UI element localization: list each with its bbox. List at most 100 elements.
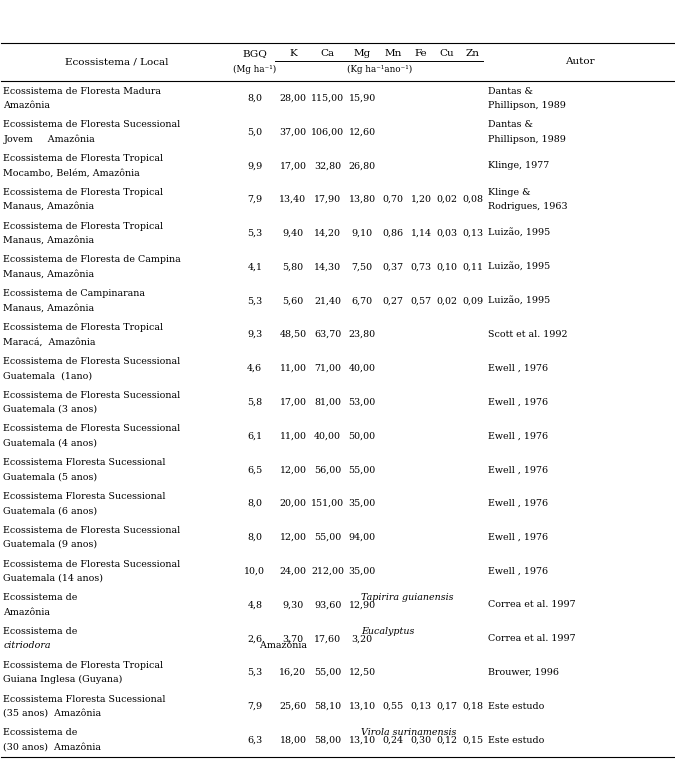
Text: Correa et al. 1997: Correa et al. 1997: [488, 601, 576, 609]
Text: 0,12: 0,12: [436, 735, 458, 745]
Text: 0,86: 0,86: [382, 229, 404, 238]
Text: 0,15: 0,15: [462, 735, 483, 745]
Text: BGQ: BGQ: [242, 49, 267, 58]
Text: Manaus, Amazônia: Manaus, Amazônia: [3, 236, 94, 245]
Text: Rodrigues, 1963: Rodrigues, 1963: [488, 202, 568, 211]
Text: 1,20: 1,20: [410, 195, 432, 204]
Text: 26,80: 26,80: [348, 161, 376, 170]
Text: 16,20: 16,20: [279, 668, 306, 677]
Text: 4,8: 4,8: [247, 601, 263, 609]
Text: Amazônia: Amazônia: [3, 101, 51, 110]
Text: Luizão, 1995: Luizão, 1995: [488, 229, 550, 238]
Text: 5,60: 5,60: [282, 296, 304, 306]
Text: Dantas &: Dantas &: [488, 120, 533, 129]
Text: 24,00: 24,00: [279, 567, 306, 576]
Text: 13,10: 13,10: [348, 735, 376, 745]
Text: 11,00: 11,00: [279, 364, 306, 373]
Text: 9,10: 9,10: [352, 229, 373, 238]
Text: 13,40: 13,40: [279, 195, 306, 204]
Text: Guatemala (9 anos): Guatemala (9 anos): [3, 540, 97, 549]
Text: 17,90: 17,90: [314, 195, 342, 204]
Text: 21,40: 21,40: [315, 296, 342, 306]
Text: 6,5: 6,5: [247, 465, 263, 474]
Text: 7,50: 7,50: [352, 262, 373, 272]
Text: Ecossistema de Floresta de Campina: Ecossistema de Floresta de Campina: [3, 255, 181, 265]
Text: 0,24: 0,24: [382, 735, 404, 745]
Text: 55,00: 55,00: [314, 533, 342, 542]
Text: Ecossistema de Floresta Sucessional: Ecossistema de Floresta Sucessional: [3, 560, 181, 569]
Text: 94,00: 94,00: [348, 533, 376, 542]
Text: Ewell , 1976: Ewell , 1976: [488, 432, 548, 440]
Text: Guatemala (14 anos): Guatemala (14 anos): [3, 574, 103, 583]
Text: Ewell , 1976: Ewell , 1976: [488, 533, 548, 542]
Text: 115,00: 115,00: [311, 94, 344, 103]
Text: Ecossistema / Local: Ecossistema / Local: [65, 57, 169, 67]
Text: 50,00: 50,00: [348, 432, 376, 440]
Text: Maracá,  Amazônia: Maracá, Amazônia: [3, 337, 96, 346]
Text: Phillipson, 1989: Phillipson, 1989: [488, 135, 566, 143]
Text: 12,00: 12,00: [279, 465, 306, 474]
Text: Mg: Mg: [354, 49, 371, 58]
Text: 3,20: 3,20: [352, 634, 373, 643]
Text: 0,10: 0,10: [436, 262, 458, 272]
Text: Ecossistema de Floresta Sucessional: Ecossistema de Floresta Sucessional: [3, 526, 181, 535]
Text: Ecossistema de: Ecossistema de: [3, 594, 81, 602]
Text: 9,3: 9,3: [247, 330, 263, 339]
Text: 0,27: 0,27: [382, 296, 404, 306]
Text: 56,00: 56,00: [314, 465, 342, 474]
Text: 28,00: 28,00: [279, 94, 306, 103]
Text: Ecossistema de Floresta Tropical: Ecossistema de Floresta Tropical: [3, 323, 163, 332]
Text: Guatemala  (1ano): Guatemala (1ano): [3, 371, 92, 380]
Text: 0,18: 0,18: [462, 702, 483, 711]
Text: 17,00: 17,00: [279, 161, 306, 170]
Text: 32,80: 32,80: [314, 161, 342, 170]
Text: Guatemala (5 anos): Guatemala (5 anos): [3, 472, 97, 481]
Text: Guatemala (3 anos): Guatemala (3 anos): [3, 405, 97, 414]
Text: 35,00: 35,00: [348, 499, 376, 508]
Text: 4,1: 4,1: [247, 262, 263, 272]
Text: 0,70: 0,70: [382, 195, 404, 204]
Text: Cu: Cu: [439, 49, 454, 58]
Text: 11,00: 11,00: [279, 432, 306, 440]
Text: 5,3: 5,3: [247, 296, 263, 306]
Text: Ewell , 1976: Ewell , 1976: [488, 567, 548, 576]
Text: 20,00: 20,00: [279, 499, 306, 508]
Text: 2,6: 2,6: [247, 634, 263, 643]
Text: Ca: Ca: [321, 49, 335, 58]
Text: 0,13: 0,13: [410, 702, 432, 711]
Text: 5,0: 5,0: [247, 128, 263, 136]
Text: Correa et al. 1997: Correa et al. 1997: [488, 634, 576, 643]
Text: Ecossistema Floresta Sucessional: Ecossistema Floresta Sucessional: [3, 492, 166, 501]
Text: K: K: [289, 49, 297, 58]
Text: Manaus, Amazônia: Manaus, Amazônia: [3, 269, 94, 279]
Text: Phillipson, 1989: Phillipson, 1989: [488, 101, 566, 110]
Text: Ecossistema de Floresta Tropical: Ecossistema de Floresta Tropical: [3, 221, 163, 231]
Text: 7,9: 7,9: [247, 702, 263, 711]
Text: Manaus, Amazônia: Manaus, Amazônia: [3, 202, 94, 211]
Text: 8,0: 8,0: [247, 94, 263, 103]
Text: 14,30: 14,30: [314, 262, 342, 272]
Text: Klinge &: Klinge &: [488, 188, 531, 197]
Text: 0,57: 0,57: [410, 296, 432, 306]
Text: 5,80: 5,80: [282, 262, 304, 272]
Text: Guatemala (4 anos): Guatemala (4 anos): [3, 439, 97, 447]
Text: Amazônia: Amazônia: [242, 642, 307, 650]
Text: Zn: Zn: [466, 49, 479, 58]
Text: 8,0: 8,0: [247, 533, 263, 542]
Text: 4,6: 4,6: [247, 364, 263, 373]
Text: Brouwer, 1996: Brouwer, 1996: [488, 668, 559, 677]
Text: 7,9: 7,9: [247, 195, 263, 204]
Text: Tapirira guianensis: Tapirira guianensis: [361, 594, 454, 602]
Text: 106,00: 106,00: [311, 128, 344, 136]
Text: Luizão, 1995: Luizão, 1995: [488, 296, 550, 306]
Text: Mn: Mn: [384, 49, 402, 58]
Text: Ecossistema Floresta Sucessional: Ecossistema Floresta Sucessional: [3, 695, 166, 704]
Text: Ewell , 1976: Ewell , 1976: [488, 398, 548, 406]
Text: 14,20: 14,20: [315, 229, 342, 238]
Text: Este estudo: Este estudo: [488, 735, 545, 745]
Text: 25,60: 25,60: [279, 702, 306, 711]
Text: 9,30: 9,30: [282, 601, 304, 609]
Text: 40,00: 40,00: [348, 364, 375, 373]
Text: 3,70: 3,70: [282, 634, 304, 643]
Text: Amazônia: Amazônia: [3, 608, 51, 617]
